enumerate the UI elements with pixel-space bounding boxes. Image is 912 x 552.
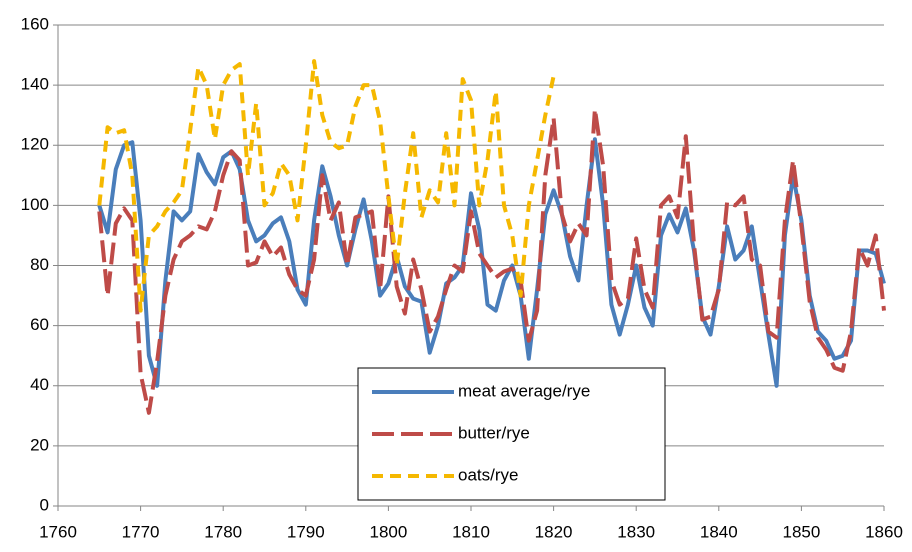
y-tick-label: 0	[40, 495, 49, 514]
legend: meat average/rye butter/rye oats/rye	[357, 367, 666, 501]
y-tick-label: 60	[30, 315, 49, 334]
y-tick-label: 140	[21, 75, 49, 94]
series-line	[97, 137, 886, 388]
y-tick-label: 20	[30, 435, 49, 454]
x-tick-label: 1800	[369, 522, 407, 541]
y-tick-label: 120	[21, 135, 49, 154]
legend-label: butter/rye	[458, 423, 530, 442]
x-tick-label: 1830	[617, 522, 655, 541]
x-tick-label: 1850	[782, 522, 820, 541]
series-line	[97, 107, 886, 415]
x-tick-label: 1810	[452, 522, 490, 541]
x-tick-label: 1780	[204, 522, 242, 541]
y-tick-label: 100	[21, 195, 49, 214]
legend-label: meat average/rye	[458, 381, 590, 400]
x-tick-label: 1840	[700, 522, 738, 541]
y-tick-label: 80	[30, 255, 49, 274]
y-tick-label: 40	[30, 375, 49, 394]
x-tick-label: 1790	[287, 522, 325, 541]
legend-label: oats/rye	[458, 465, 518, 484]
x-tick-label: 1860	[865, 522, 903, 541]
series-line	[97, 59, 556, 313]
x-tick-label: 1820	[535, 522, 573, 541]
y-tick-label: 160	[21, 14, 49, 33]
x-tick-label: 1760	[39, 522, 77, 541]
x-tick-label: 1770	[122, 522, 160, 541]
